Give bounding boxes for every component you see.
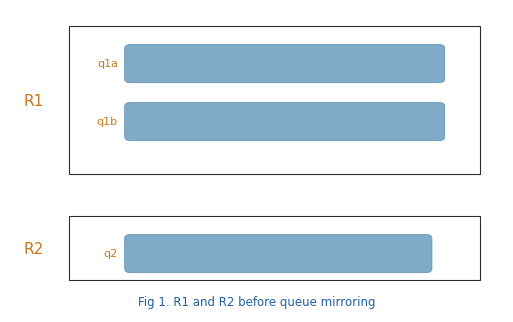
- FancyBboxPatch shape: [125, 234, 432, 273]
- Text: q1b: q1b: [97, 117, 118, 127]
- Text: R2: R2: [23, 242, 44, 257]
- Text: R1: R1: [23, 94, 44, 109]
- FancyBboxPatch shape: [69, 216, 480, 280]
- Text: q2: q2: [104, 249, 118, 259]
- Text: Fig 1. R1 and R2 before queue mirroring: Fig 1. R1 and R2 before queue mirroring: [138, 296, 375, 309]
- FancyBboxPatch shape: [69, 26, 480, 174]
- Text: q1a: q1a: [97, 59, 118, 69]
- FancyBboxPatch shape: [125, 44, 445, 83]
- FancyBboxPatch shape: [125, 102, 445, 141]
